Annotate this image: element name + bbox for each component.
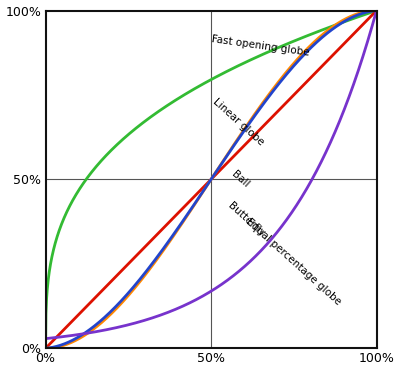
Text: Fast opening globe: Fast opening globe — [211, 34, 310, 58]
Text: Butterfly: Butterfly — [226, 201, 266, 239]
Text: Linear globe: Linear globe — [211, 96, 266, 147]
Text: Equal percentage globe: Equal percentage globe — [244, 217, 343, 307]
Text: Ball: Ball — [229, 169, 250, 190]
